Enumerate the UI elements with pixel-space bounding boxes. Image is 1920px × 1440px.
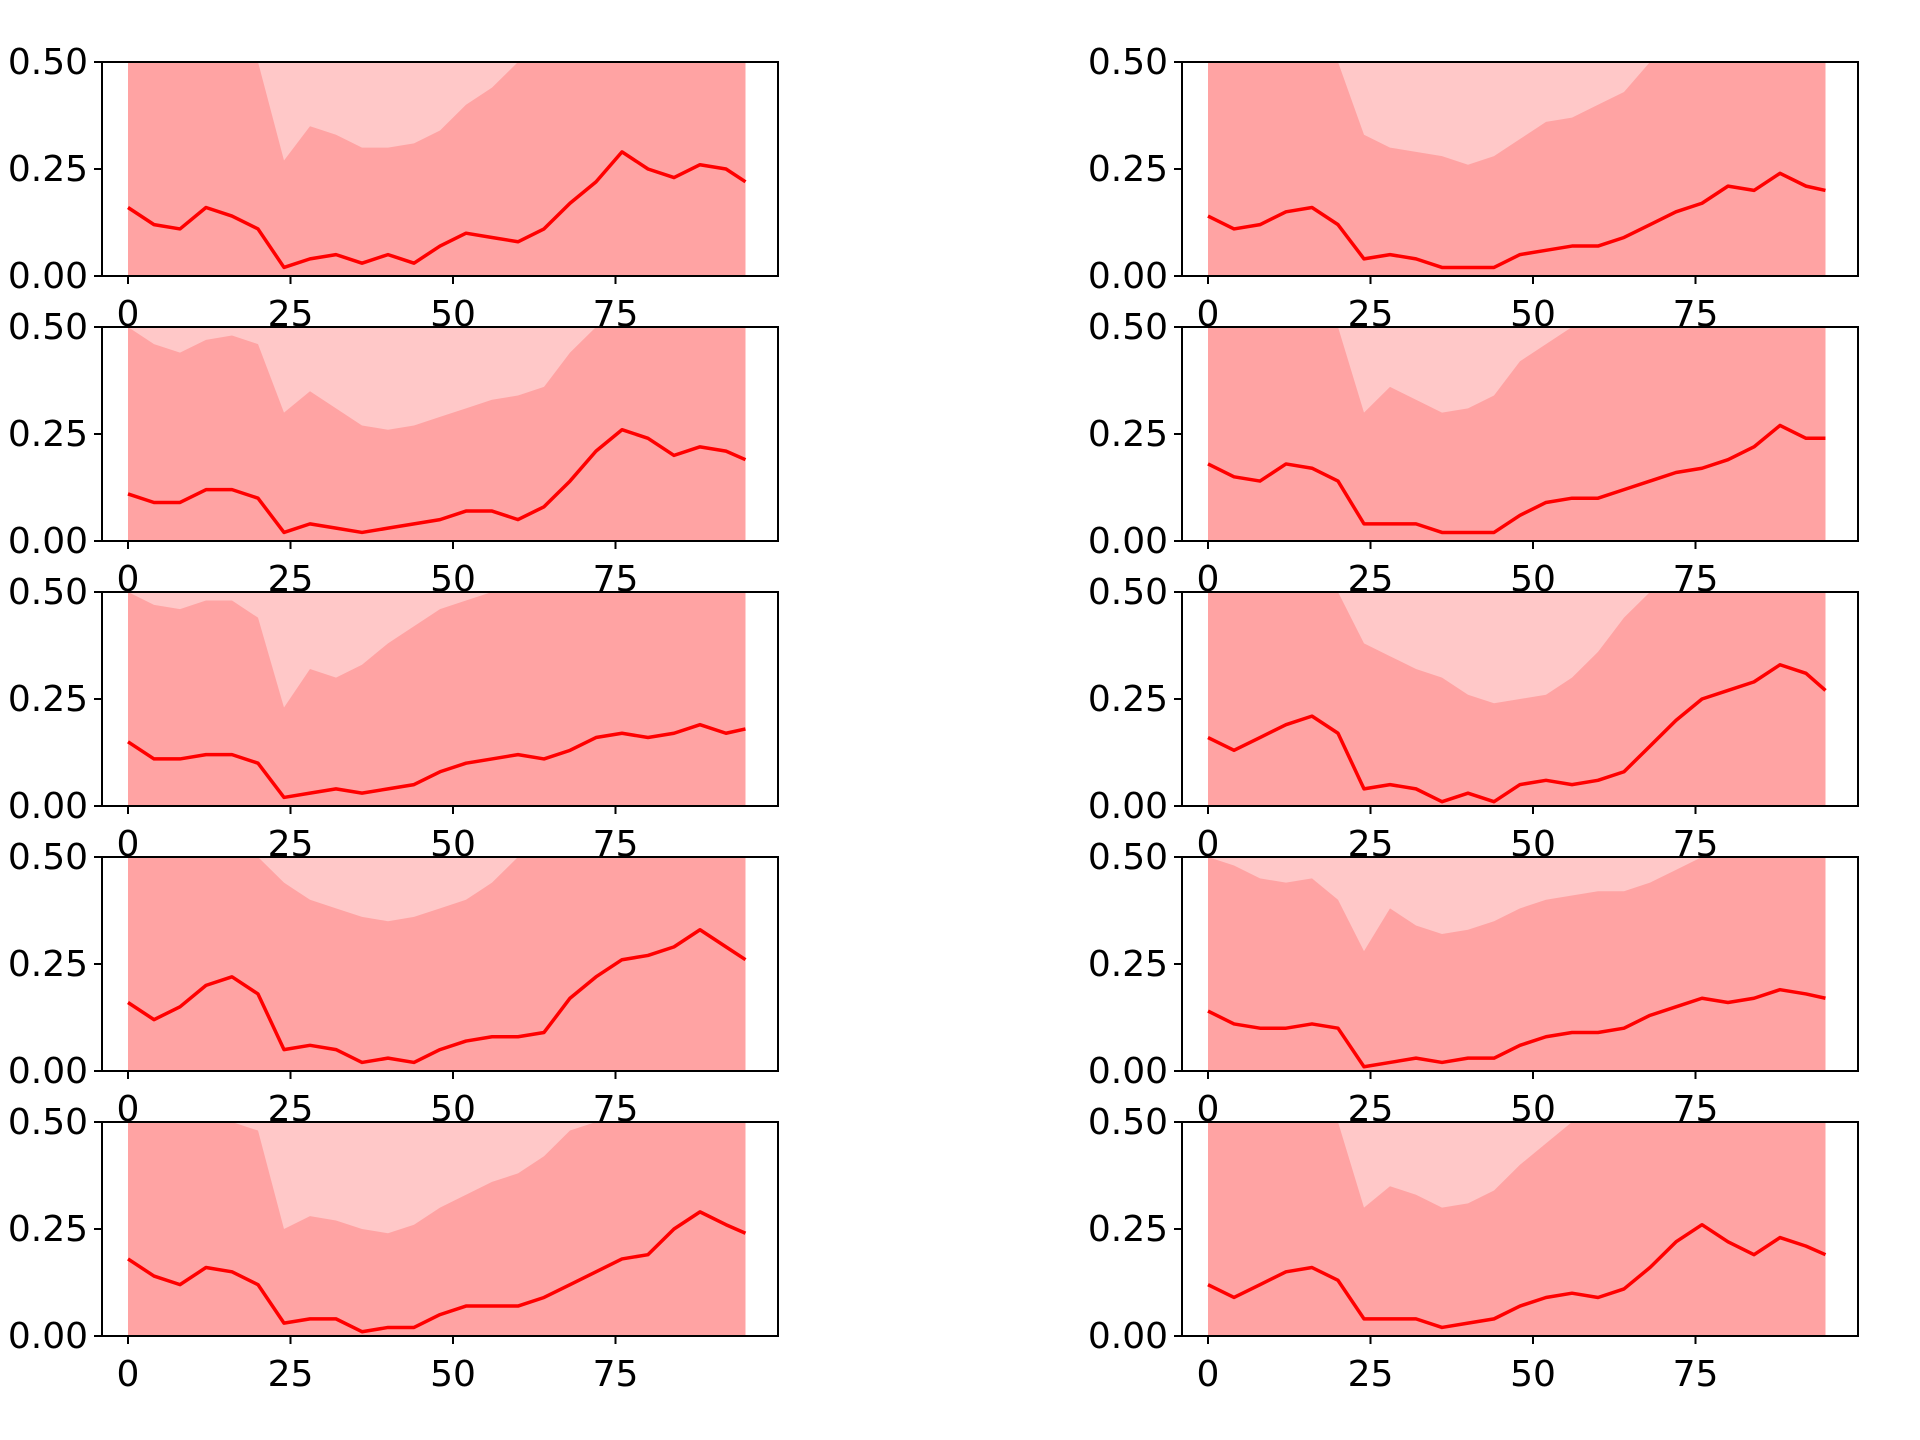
x-tick-label: 75 — [593, 1354, 639, 1395]
x-tick-label: 25 — [1348, 1354, 1394, 1395]
chart-panel-3: 0.000.250.500 25 50 75 — [8, 307, 779, 600]
y-tick-label: 0.50 — [8, 572, 88, 613]
band-outer — [1208, 327, 1826, 413]
series-line — [1207, 423, 1826, 535]
band-outer — [128, 62, 746, 161]
y-tick-label: 0.00 — [1088, 1051, 1168, 1092]
x-tick-label: 50 — [1510, 1354, 1556, 1395]
y-tick-label: 0.25 — [8, 414, 88, 455]
y-tick-label: 0.25 — [8, 1209, 88, 1250]
x-tick-label: 0 — [1197, 1354, 1220, 1395]
x-tick-label: 0 — [117, 1354, 140, 1395]
chart-panel-5: 0.000.250.500 25 50 75 — [8, 572, 779, 865]
y-tick-label: 0.00 — [8, 1051, 88, 1092]
y-tick-label: 0.50 — [1088, 42, 1168, 83]
series-line — [1207, 171, 1826, 270]
y-tick-label: 0.25 — [8, 944, 88, 985]
y-tick-label: 0.50 — [8, 1102, 88, 1143]
band-outer — [128, 1122, 746, 1234]
series-line — [127, 1210, 747, 1334]
x-tick-label: 0 — [117, 824, 140, 865]
band-outer — [1208, 1122, 1826, 1208]
x-tick-label: 25 — [268, 1354, 314, 1395]
y-tick-label: 0.25 — [1088, 679, 1168, 720]
x-tick-label: 0 — [117, 294, 140, 335]
series-line — [127, 427, 747, 535]
y-tick-label: 0.25 — [1088, 149, 1168, 190]
x-tick-label: 0 — [1197, 559, 1220, 600]
y-tick-label: 0.50 — [1088, 837, 1168, 878]
y-tick-label: 0.00 — [8, 521, 88, 562]
x-tick-label: 0 — [1197, 1089, 1220, 1130]
y-tick-label: 0.00 — [1088, 521, 1168, 562]
x-tick-label: 0 — [1197, 824, 1220, 865]
series-line — [1207, 663, 1827, 804]
y-tick-label: 0.00 — [1088, 786, 1168, 827]
y-tick-label: 0.00 — [1088, 256, 1168, 297]
band-outer — [128, 592, 746, 708]
y-tick-label: 0.25 — [1088, 1209, 1168, 1250]
y-tick-label: 0.50 — [1088, 307, 1168, 348]
y-tick-label: 0.00 — [8, 256, 88, 297]
y-tick-label: 0.25 — [8, 149, 88, 190]
y-tick-label: 0.00 — [1088, 1316, 1168, 1357]
chart-panel-2: 0.000.250.500 25 50 75 — [1088, 42, 1859, 335]
chart-panel-10: 0.00 0.25 0.50 0 25 50 75 — [1088, 1102, 1859, 1395]
chart-panel-9: 0.00 0.25 0.50 0 25 50 75 — [8, 1102, 779, 1395]
chart-panel-1: 0.000.250.500 25 50 75 — [8, 42, 779, 335]
x-tick-label: 0 — [117, 559, 140, 600]
band-outer — [1208, 592, 1826, 704]
series-line — [127, 722, 746, 800]
series-line — [1207, 1222, 1827, 1330]
y-tick-label: 0.25 — [8, 679, 88, 720]
band-outer — [1208, 62, 1826, 165]
series-line — [1207, 987, 1826, 1069]
x-tick-label: 0 — [1197, 294, 1220, 335]
chart-panel-7: 0.000.250.500 25 50 75 — [8, 837, 779, 1130]
x-tick-label: 50 — [430, 1354, 476, 1395]
chart-panel-8: 0.000.250.500 25 50 75 — [1088, 837, 1859, 1130]
y-tick-label: 0.25 — [1088, 944, 1168, 985]
band-outer — [128, 857, 746, 922]
y-tick-label: 0.50 — [8, 307, 88, 348]
x-tick-label: 75 — [1673, 1354, 1719, 1395]
y-tick-label: 0.00 — [8, 1316, 88, 1357]
y-tick-label: 0.00 — [8, 786, 88, 827]
band-inner — [128, 592, 746, 806]
y-tick-label: 0.50 — [1088, 572, 1168, 613]
chart-panel-4: 0.000.250.500 25 50 75 — [1088, 307, 1859, 600]
x-tick-label: 0 — [117, 1089, 140, 1130]
y-tick-label: 0.50 — [1088, 1102, 1168, 1143]
series-line — [127, 150, 747, 270]
y-tick-label: 0.50 — [8, 837, 88, 878]
band-outer — [128, 327, 746, 430]
series-line — [127, 928, 747, 1065]
band-outer — [1208, 857, 1826, 952]
y-tick-label: 0.25 — [1088, 414, 1168, 455]
y-tick-label: 0.50 — [8, 42, 88, 83]
chart-panel-6: 0.000.250.500 25 50 75 — [1088, 572, 1859, 865]
